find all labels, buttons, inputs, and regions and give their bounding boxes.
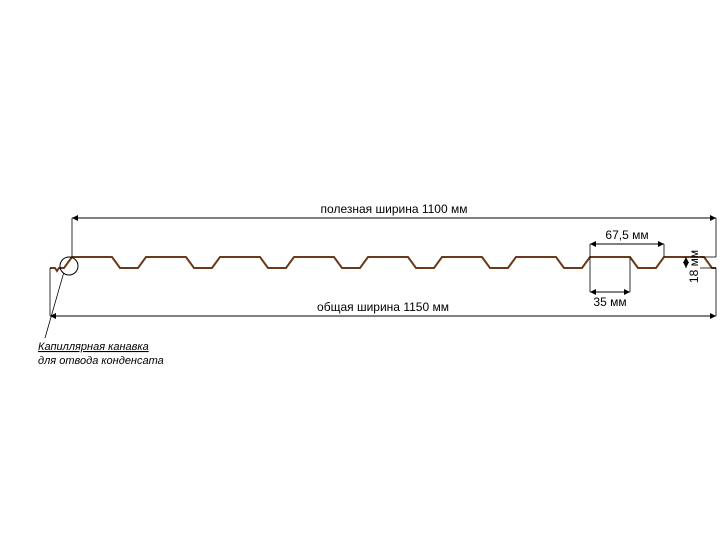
dim-crest-label: 35 мм	[593, 295, 626, 309]
note-leader	[45, 273, 64, 338]
dim-crest: 35 мм	[590, 257, 630, 309]
sheet-profile	[50, 257, 716, 271]
dim-useful-width-label: полезная ширина 1100 мм	[321, 202, 468, 216]
dim-height-label: 18 мм	[687, 250, 701, 283]
dim-total-width-label: общая ширина 1150 мм	[317, 300, 449, 314]
dim-pitch-label: 67,5 мм	[605, 228, 648, 242]
groove-note-line1: Капиллярная канавка	[38, 341, 149, 353]
groove-note-line2: для отвода конденсата	[38, 355, 164, 367]
dim-pitch: 67,5 мм	[590, 228, 664, 257]
profile-drawing: полезная ширина 1100 мм общая ширина 115…	[0, 0, 720, 540]
